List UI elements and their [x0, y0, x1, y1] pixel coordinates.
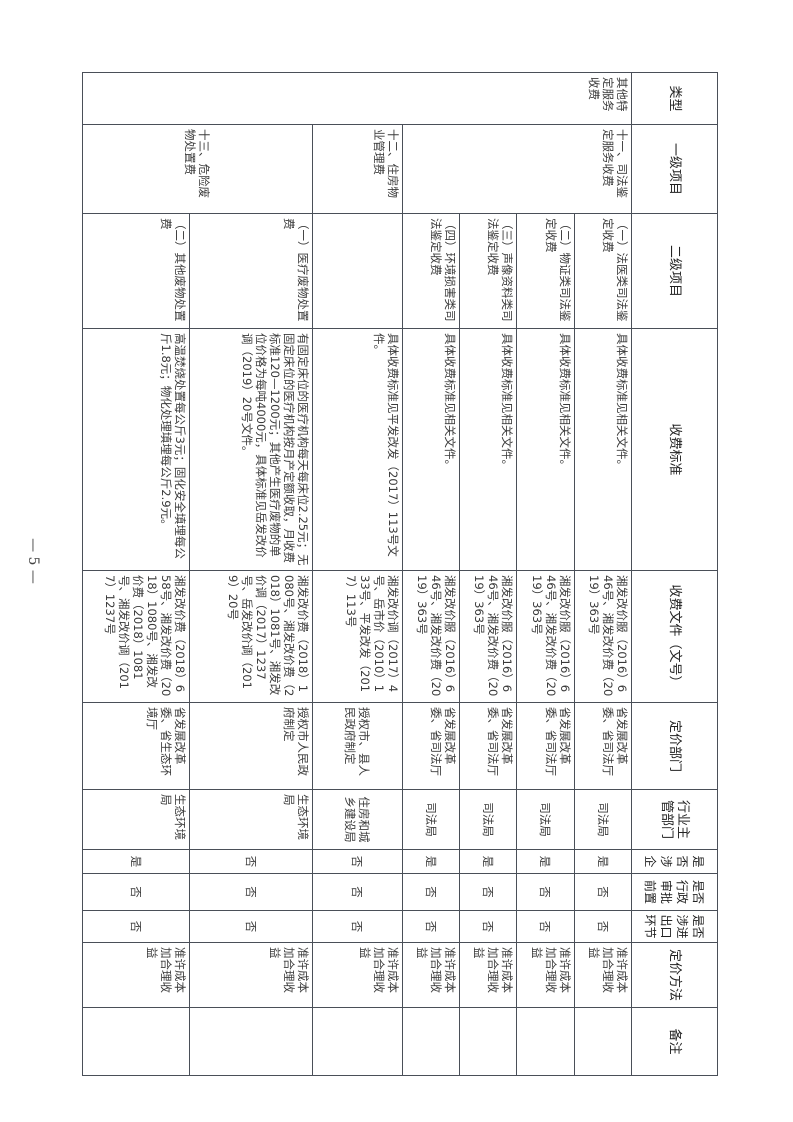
import-export-cell: 否 [516, 910, 575, 943]
header-enterprise: 是否涉企 [631, 849, 718, 874]
header-standard: 收费标准 [631, 328, 718, 571]
pricing-dept-cell: 省发展改革委、省司法厅 [402, 702, 460, 790]
document-cell: 湘发改价费（2018）658号、湘发改价费（2018）1080号、湘发改价费（2… [82, 570, 190, 703]
document-cell: 湘发改价调（2017）4号、岳市价（2010）133号、平发改发（2017）11… [312, 570, 403, 703]
remark-cell [516, 1007, 575, 1076]
import-export-cell: 否 [574, 910, 632, 943]
remark-cell [82, 1007, 190, 1076]
industry-dept-cell: 生态环境局 [189, 789, 313, 850]
level2-cell: （三）声像资料类司法鉴定收费 [459, 213, 517, 329]
method-cell: 准许成本加合理收益 [312, 942, 403, 1008]
header-method: 定价方法 [631, 942, 718, 1008]
header-import-export: 是否涉进出口环节 [631, 910, 718, 943]
method-cell: 准许成本加合理收益 [574, 942, 632, 1008]
level2-cell: （一）医疗废物处置费 [189, 213, 313, 329]
pricing-dept-cell: 省发展改革委、省司法厅 [516, 702, 575, 790]
table-row: 十二、住房物业管理费 具体收费标准见平发改发（2017）113号文件。 湘发改价… [312, 73, 403, 1076]
table-row: （二）其他废物处置费 高温焚烧处置每公斤3元；固化安全填埋每公斤1.8元；物化处… [82, 73, 190, 1076]
remark-cell [189, 1007, 313, 1076]
document-cell: 湘发改价服（2016）646号、湘发改价费（2019）363号 [516, 570, 575, 703]
industry-dept-cell: 司法局 [574, 789, 632, 850]
pricing-dept-cell: 省发展改革委、省生态环境厅 [82, 702, 190, 790]
approval-cell: 否 [574, 873, 632, 911]
table-row: （四）环境损害类司法鉴定收费 具体收费标准见相关文件。 湘发改价服（2016）6… [402, 73, 460, 1076]
remark-cell [312, 1007, 403, 1076]
pricing-dept-cell: 省发展改革委、省司法厅 [459, 702, 517, 790]
approval-cell: 否 [189, 873, 313, 911]
industry-dept-cell: 司法局 [516, 789, 575, 850]
enterprise-cell: 否 [189, 849, 313, 874]
level2-cell: （二）其他废物处置费 [82, 213, 190, 329]
approval-cell: 否 [402, 873, 460, 911]
enterprise-cell: 是 [402, 849, 460, 874]
level2-cell: （一）法医类司法鉴定收费 [574, 213, 632, 329]
document-cell: 湘发改价服（2016）646号、湘发改价费（2019）363号 [459, 570, 517, 703]
industry-dept-cell: 司法局 [402, 789, 460, 850]
import-export-cell: 否 [312, 910, 403, 943]
level1-cell: 十一、司法鉴定服务收费 [402, 124, 632, 214]
standard-cell: 具体收费标准见相关文件。 [402, 328, 460, 571]
level2-cell [312, 213, 403, 329]
import-export-cell: 否 [459, 910, 517, 943]
import-export-cell: 否 [82, 910, 190, 943]
enterprise-cell: 否 [312, 849, 403, 874]
level1-cell: 十二、住房物业管理费 [312, 124, 403, 214]
document-cell: 湘发改价费（2018）1080号、湘发改价费（2018）1081号、湘发改价调（… [189, 570, 313, 703]
pricing-dept-cell: 授权市、县人民政府制定 [312, 702, 403, 790]
remark-cell [459, 1007, 517, 1076]
industry-dept-cell: 住房和城乡建设局 [312, 789, 403, 850]
pricing-dept-cell: 授权市人民政府制定 [189, 702, 313, 790]
level2-cell: （二）物证类司法鉴定收费 [516, 213, 575, 329]
header-pricing-dept: 定价部门 [631, 702, 718, 790]
approval-cell: 否 [459, 873, 517, 911]
method-cell: 准许成本加合理收益 [189, 942, 313, 1008]
enterprise-cell: 是 [574, 849, 632, 874]
table-row: （三）声像资料类司法鉴定收费 具体收费标准见相关文件。 湘发改价服（2016）6… [459, 73, 517, 1076]
method-cell: 准许成本加合理收益 [402, 942, 460, 1008]
enterprise-cell: 是 [459, 849, 517, 874]
header-document: 收费文件（文号） [631, 570, 718, 703]
industry-dept-cell: 生态环境局 [82, 789, 190, 850]
table-row: （二）物证类司法鉴定收费 具体收费标准见相关文件。 湘发改价服（2016）646… [516, 73, 575, 1076]
industry-dept-cell: 司法局 [459, 789, 517, 850]
method-cell: 准许成本加合理收益 [82, 942, 190, 1008]
category-cell: 其他特定服务收费 [82, 72, 632, 125]
import-export-cell: 否 [189, 910, 313, 943]
page-number: — 5 — [25, 538, 41, 584]
table-row: 十三、危险废物处置费 （一）医疗废物处置费 有固定床位的医疗机构每天每床位2.2… [82, 73, 313, 1076]
header-level1: 一级项目 [631, 124, 718, 214]
enterprise-cell: 是 [516, 849, 575, 874]
approval-cell: 否 [82, 873, 190, 911]
standard-cell: 具体收费标准见相关文件。 [516, 328, 575, 571]
level2-cell: （四）环境损害类司法鉴定收费 [402, 213, 460, 329]
level1-cell: 十三、危险废物处置费 [82, 124, 313, 214]
document-cell: 湘发改价服（2016）646号、湘发改价费（2019）363号 [574, 570, 632, 703]
header-level2: 二级项目 [631, 213, 718, 329]
standard-cell: 具体收费标准见相关文件。 [574, 328, 632, 571]
enterprise-cell: 是 [82, 849, 190, 874]
standard-cell: 高温焚烧处置每公斤3元；固化安全填埋每公斤1.8元；物化处理填埋每公斤2.9元。 [82, 328, 190, 571]
table-row: 其他特定服务收费 十一、司法鉴定服务收费 （一）法医类司法鉴定收费 具体收费标准… [82, 72, 632, 1076]
remark-cell [402, 1007, 460, 1076]
standard-cell: 具体收费标准见相关文件。 [459, 328, 517, 571]
method-cell: 准许成本加合理收益 [516, 942, 575, 1008]
header-industry-dept: 行业主管部门 [631, 789, 718, 850]
standard-cell: 具体收费标准见平发改发（2017）113号文件。 [312, 328, 403, 571]
header-row: 类型 一级项目 二级项目 收费标准 收费文件（文号） 定价部门 行业主管部门 是… [631, 72, 718, 1076]
method-cell: 准许成本加合理收益 [459, 942, 517, 1008]
fee-table: 类型 一级项目 二级项目 收费标准 收费文件（文号） 定价部门 行业主管部门 是… [82, 72, 718, 1076]
header-remark: 备注 [631, 1007, 718, 1076]
document-cell: 湘发改价服（2016）646号、湘发改价费（2019）363号 [402, 570, 460, 703]
standard-cell: 有固定床位的医疗机构每天每床位2.25元；无固定床位的医疗机构按月产定额收取，月… [189, 328, 313, 571]
import-export-cell: 否 [402, 910, 460, 943]
remark-cell [574, 1007, 632, 1076]
pricing-dept-cell: 省发展改革委、省司法厅 [574, 702, 632, 790]
header-type: 类型 [631, 72, 718, 125]
approval-cell: 否 [516, 873, 575, 911]
approval-cell: 否 [312, 873, 403, 911]
header-approval: 是否行政审批前置 [631, 873, 718, 911]
